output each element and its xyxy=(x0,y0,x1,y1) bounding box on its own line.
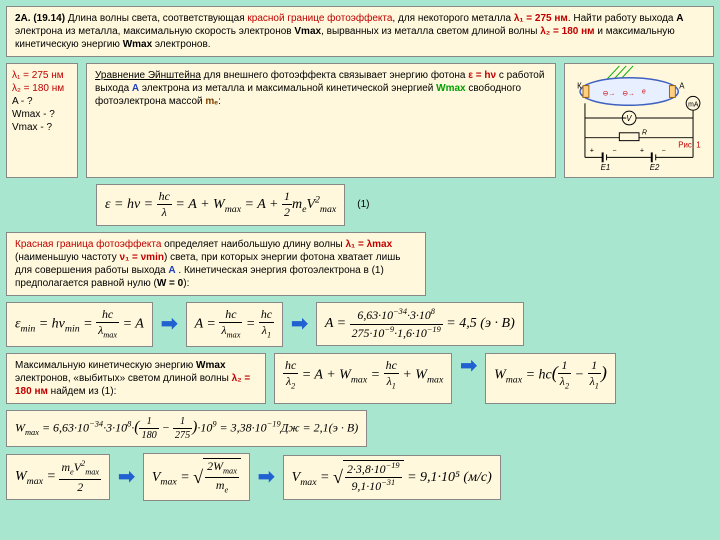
svg-text:mA: mA xyxy=(688,101,699,108)
svg-text:+: + xyxy=(590,147,594,154)
given-data: λ₁ = 275 нм λ₂ = 180 нм A - ? Wmax - ? V… xyxy=(6,63,78,178)
wmax-formula: Wmax = hc(1λ2 − 1λ1) xyxy=(485,353,616,404)
svg-text:⊖→: ⊖→ xyxy=(603,90,616,97)
wmax-derivation: hcλ2 = A + Wmax = hcλ1 + Wmax xyxy=(274,353,452,404)
svg-text:Рис. 1: Рис. 1 xyxy=(678,141,700,150)
ke-formula: Wmax = meV2max2 xyxy=(6,454,110,500)
circuit-diagram: К А ⊖→ ⊖→ e mA V R xyxy=(564,63,714,178)
svg-text:e: e xyxy=(642,88,646,95)
svg-text:E1: E1 xyxy=(601,163,611,172)
svg-text:А: А xyxy=(679,82,685,91)
problem-statement: 2А. (19.14) Длина волны света, соответст… xyxy=(6,6,714,57)
eq-number-1: (1) xyxy=(357,198,369,211)
arrow-icon: ➡ xyxy=(291,311,308,337)
arrow-icon: ➡ xyxy=(258,464,275,490)
svg-text:E2: E2 xyxy=(650,163,660,172)
svg-text:V: V xyxy=(626,114,632,123)
red-boundary-text: Красная граница фотоэффекта определяет н… xyxy=(6,232,426,296)
arrow-icon: ➡ xyxy=(460,353,477,404)
a-formula: A = hcλmax = hcλ1 xyxy=(186,302,283,347)
vmax-result: Vmax = 2·3,8·10−199,1·10−31 = 9,1·10⁵ (м… xyxy=(283,455,501,500)
problem-number: 2А. (19.14) xyxy=(15,13,65,24)
svg-text:К: К xyxy=(577,82,582,91)
arrow-icon: ➡ xyxy=(118,464,135,490)
arrow-icon: ➡ xyxy=(161,311,178,337)
svg-text:⊖→: ⊖→ xyxy=(622,90,635,97)
svg-text:−: − xyxy=(662,147,666,154)
theory-text: Уравнение Эйнштейна для внешнего фотоэфф… xyxy=(86,63,556,178)
emin-formula: εmin = hνmin = hcλmax = A xyxy=(6,302,153,347)
circuit-svg: К А ⊖→ ⊖→ e mA V R xyxy=(565,64,713,177)
einstein-equation: ε = hν = hcλ = A + Wmax = A + 12meV2max xyxy=(96,184,345,226)
svg-text:+: + xyxy=(640,147,644,154)
wmax-text: Максимальную кинетическую энергию Wmax э… xyxy=(6,353,266,404)
a-result: A = 6,63·10−34·3·108275·10−9·1,6·10−19 =… xyxy=(316,302,524,346)
wmax-calc: Wmax = 6,63·10−34·3·108·(1180 − 1275)·10… xyxy=(6,410,367,448)
svg-text:R: R xyxy=(642,130,647,137)
svg-text:−: − xyxy=(612,147,616,154)
vmax-formula: Vmax = 2Wmaxme xyxy=(143,453,250,501)
